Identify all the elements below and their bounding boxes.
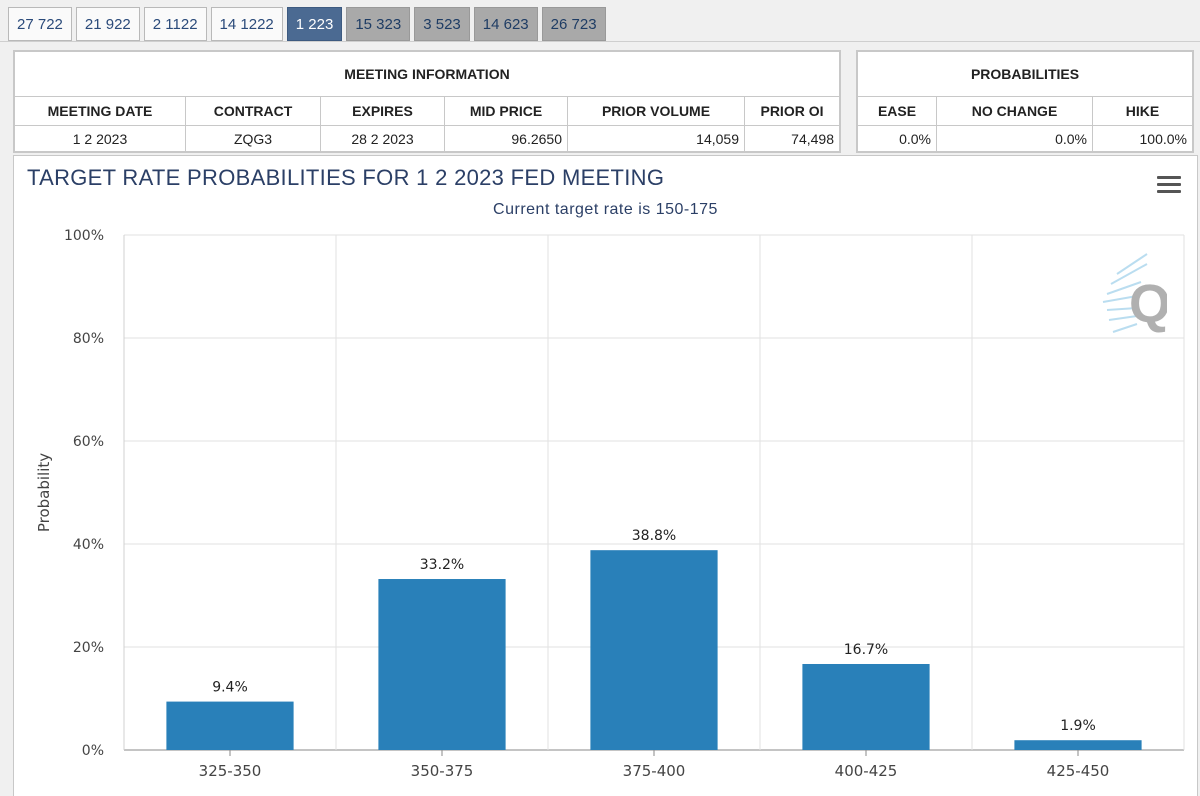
data-label: 33.2% [420,557,464,573]
header-hike: HIKE [1092,96,1193,126]
ease-value: 0.0% [857,125,937,152]
meeting-date-value: 1 2 2023 [14,125,186,152]
tab-meeting-8[interactable]: 14 623 [473,7,538,41]
y-tick-label: 20% [73,640,104,656]
tab-meeting-5[interactable]: 1 223 [286,7,343,41]
header-expires: EXPIRES [320,96,445,126]
y-tick-label: 80% [73,331,104,347]
x-tick-label: 400-425 [835,762,898,780]
header-mid-price: MID PRICE [444,96,568,126]
header-ease: EASE [857,96,937,126]
x-tick-label: 325-350 [199,762,262,780]
probabilities-caption: PROBABILITIES [857,51,1193,97]
x-tick-label: 375-400 [623,762,686,780]
bar-325-350 [166,701,294,750]
hike-value: 100.0% [1092,125,1193,152]
header-no-change: NO CHANGE [936,96,1093,126]
tab-meeting-3[interactable]: 2 1122 [143,7,207,41]
y-tick-label: 40% [73,537,104,553]
meeting-information-table: MEETING INFORMATION MEETING DATE CONTRAC… [14,51,840,152]
chart-title: TARGET RATE PROBABILITIES FOR 1 2 2023 F… [27,165,665,190]
meeting-information-panel: MEETING INFORMATION MEETING DATE CONTRAC… [13,50,841,153]
data-label: 1.9% [1060,718,1096,734]
bar-350-375 [378,579,506,750]
tab-meeting-9[interactable]: 26 723 [541,7,606,41]
y-axis-title: Probability [35,453,53,532]
tab-meeting-2[interactable]: 21 922 [75,7,140,41]
data-label: 38.8% [632,528,676,544]
probabilities-table: PROBABILITIES EASE NO CHANGE HIKE 0.0% 0… [857,51,1193,152]
tab-meeting-7[interactable]: 3 523 [414,7,470,41]
data-label: 9.4% [212,680,248,696]
probability-bar-chart: 0% 20% 40% 60% 80% 100% 9.4% 325-350 33.2% 350-37… [35,228,1185,780]
tab-meeting-4[interactable]: 14 1222 [210,7,283,41]
hamburger-menu-icon[interactable] [1157,176,1181,196]
watermark-logo-icon: Q [1102,253,1167,334]
y-tick-label: 60% [73,434,104,450]
header-prior-volume: PRIOR VOLUME [567,96,745,126]
prior-oi-value: 74,498 [744,125,840,152]
tab-meeting-1[interactable]: 27 722 [8,7,72,41]
meeting-tabs: 27 722 21 922 2 1122 14 1222 1 223 15 323 3 52… [8,7,606,41]
no-change-value: 0.0% [936,125,1093,152]
contract-value: ZQG3 [185,125,321,152]
tab-meeting-6[interactable]: 15 323 [346,7,411,41]
y-tick-label: 0% [82,743,104,759]
tabs-divider [0,41,1200,42]
meeting-information-caption: MEETING INFORMATION [14,51,840,97]
expires-value: 28 2 2023 [320,125,445,152]
x-tick-label: 425-450 [1047,762,1110,780]
header-prior-oi: PRIOR OI [744,96,840,126]
x-tick-label: 350-375 [411,762,474,780]
y-tick-label: 100% [64,228,104,244]
probabilities-panel: PROBABILITIES EASE NO CHANGE HIKE 0.0% 0… [856,50,1194,153]
bar-375-400 [590,550,718,750]
bar-425-450 [1014,740,1142,750]
header-meeting-date: MEETING DATE [14,96,186,126]
prior-volume-value: 14,059 [567,125,745,152]
header-contract: CONTRACT [185,96,321,126]
chart-subtitle: Current target rate is 150-175 [493,201,718,218]
mid-price-value: 96.2650 [444,125,568,152]
bar-400-425 [802,663,930,750]
chart-panel: TARGET RATE PROBABILITIES FOR 1 2 2023 F… [13,155,1198,796]
svg-text:Q: Q [1129,274,1167,334]
data-label: 16.7% [844,642,888,658]
